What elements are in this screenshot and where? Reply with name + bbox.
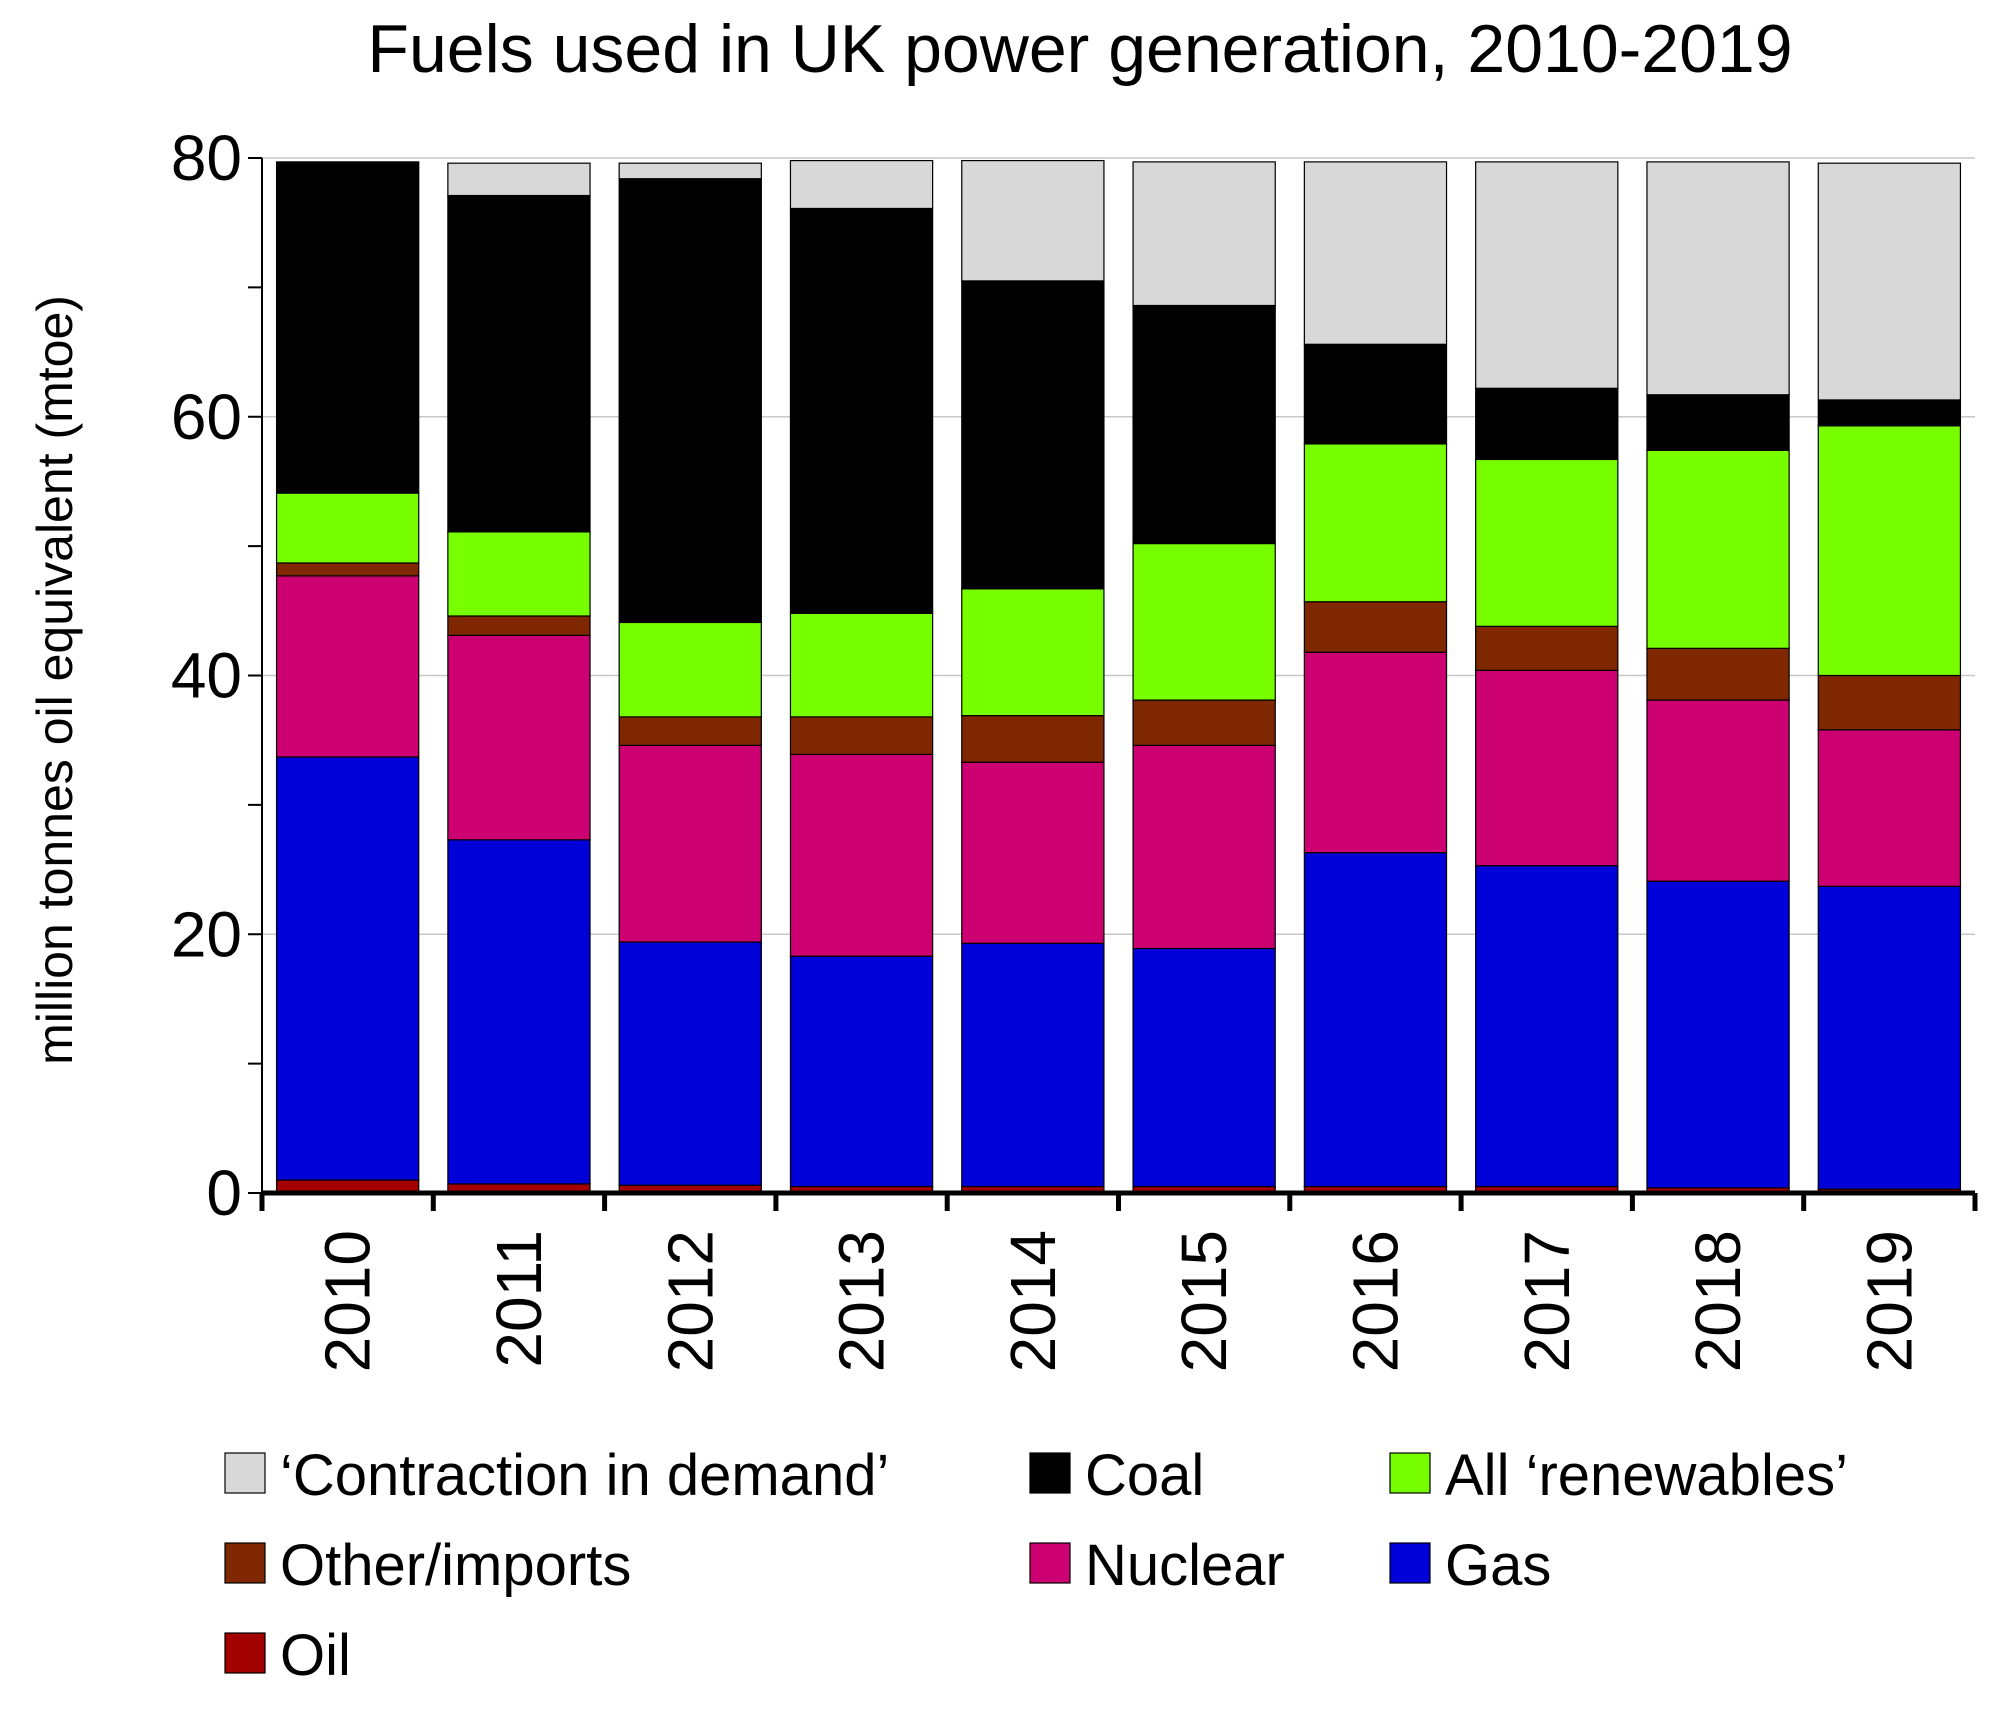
bar-segment: [275, 492, 420, 564]
x-tick-label: 2011: [483, 1230, 555, 1368]
y-tick-label: 20: [171, 898, 242, 970]
x-tick-label: 2017: [1511, 1230, 1583, 1372]
bar-segment: [447, 194, 591, 533]
bar-segment: [1475, 669, 1619, 867]
bar-segment: [1646, 161, 1790, 396]
legend-swatch: [224, 1632, 266, 1674]
x-tick-label: 2013: [826, 1230, 898, 1372]
bar-segment: [1646, 880, 1790, 1189]
bar-segment: [1646, 647, 1790, 701]
legend-label: Other/imports: [280, 1533, 631, 1598]
bar-segment: [1817, 399, 1962, 427]
bar-segment: [789, 753, 934, 957]
bar-segment: [1817, 162, 1962, 401]
bar-segment: [1132, 699, 1276, 746]
y-tick-label: 60: [171, 381, 242, 453]
legend-label: All ‘renewables’: [1445, 1443, 1848, 1508]
bar-segment: [789, 207, 934, 615]
bar-segment: [961, 942, 1105, 1188]
bar-segment: [961, 588, 1105, 717]
bar-segment: [789, 716, 934, 756]
bar-segment: [1475, 161, 1619, 389]
x-tick-label: 2015: [1168, 1230, 1240, 1372]
bar-segment: [618, 162, 762, 180]
bar-segment: [618, 744, 762, 943]
chart-title: Fuels used in UK power generation, 2010-…: [367, 11, 1792, 87]
bar-segment: [789, 159, 934, 210]
bar-segment: [275, 575, 420, 758]
bar-segment: [1132, 744, 1276, 950]
legend-label: Gas: [1445, 1533, 1551, 1598]
bar-segment: [1132, 542, 1276, 701]
bar-segment: [961, 761, 1105, 944]
bar-segment: [789, 612, 934, 718]
x-tick-label: 2012: [654, 1230, 726, 1372]
axes: [248, 157, 1978, 1211]
y-tick-label: 80: [171, 122, 242, 194]
y-tick-labels: 0 20 40 60 80: [171, 122, 242, 1229]
bar-segment: [1817, 885, 1962, 1190]
x-tick-labels: 2010 2011 2012 2013 2014 2015 2016 2017 2018 2019: [312, 1230, 1926, 1372]
y-axis-label: million tonnes oil equivalent (mtoe): [27, 295, 83, 1065]
bar-segment: [618, 941, 762, 1186]
bar-segment: [618, 621, 762, 718]
bar-segment: [1132, 304, 1276, 545]
bar-segment: [447, 634, 591, 841]
x-tick-label: 2018: [1682, 1230, 1754, 1372]
bar-segment: [1646, 449, 1790, 649]
bar-segment: [618, 716, 762, 746]
bar-segment: [1646, 394, 1790, 451]
bar-segment: [1475, 387, 1619, 461]
bars: [275, 159, 1962, 1194]
legend: ‘Contraction in demand’ Coal All ‘renewabl…: [224, 1443, 1848, 1688]
bar-segment: [275, 756, 420, 1181]
x-tick-label: 2016: [1339, 1230, 1411, 1372]
bar-segment: [961, 715, 1105, 763]
y-tick-label: 0: [206, 1157, 242, 1229]
bar-segment: [1646, 699, 1790, 882]
bar-segment: [1817, 425, 1962, 677]
legend-label: ‘Contraction in demand’: [280, 1443, 889, 1508]
bar-segment: [1132, 161, 1276, 307]
x-tick-label: 2019: [1853, 1230, 1925, 1372]
bar-segment: [275, 562, 420, 577]
x-tick-label: 2014: [997, 1230, 1069, 1372]
y-tick-label: 40: [171, 640, 242, 712]
bar-segment: [1303, 601, 1448, 653]
bar-segment: [1303, 343, 1448, 445]
bar-segment: [1475, 625, 1619, 671]
bar-segment: [447, 615, 591, 636]
bar-segment: [1817, 729, 1962, 887]
bar-segment: [1475, 865, 1619, 1188]
bar-segment: [789, 955, 934, 1188]
legend-swatch: [224, 1452, 266, 1494]
legend-label: Oil: [280, 1623, 351, 1688]
legend-swatch: [1029, 1452, 1071, 1494]
bar-segment: [1475, 458, 1619, 627]
bar-segment: [961, 280, 1105, 590]
legend-label: Coal: [1085, 1443, 1204, 1508]
bar-segment: [1132, 947, 1276, 1188]
bar-segment: [1817, 674, 1962, 731]
bar-segment: [275, 161, 420, 494]
legend-swatch: [1029, 1542, 1071, 1584]
bar-segment: [961, 159, 1105, 282]
bar-segment: [447, 839, 591, 1185]
legend-label: Nuclear: [1085, 1533, 1285, 1598]
bar-segment: [618, 178, 762, 624]
legend-swatch: [224, 1542, 266, 1584]
x-tick-label: 2010: [312, 1230, 384, 1372]
legend-swatch: [1389, 1542, 1431, 1584]
bar-segment: [447, 531, 591, 617]
bar-segment: [1303, 852, 1448, 1188]
legend-swatch: [1389, 1452, 1431, 1494]
bar-segment: [1303, 443, 1448, 603]
bar-segment: [1303, 161, 1448, 345]
bar-segment: [1303, 651, 1448, 854]
bar-segment: [447, 162, 591, 197]
